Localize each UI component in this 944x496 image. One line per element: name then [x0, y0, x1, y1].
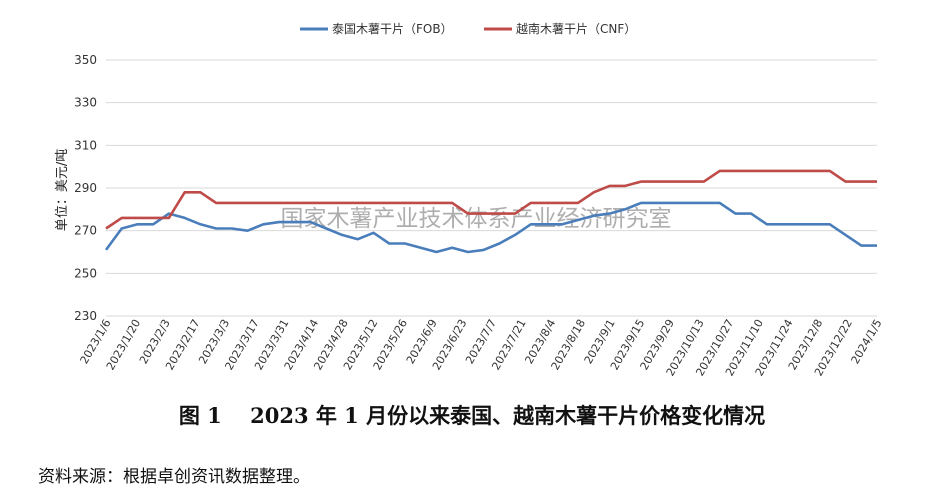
- y-tick-label: 350: [74, 53, 97, 67]
- y-tick-label: 290: [74, 181, 97, 195]
- series-line-thailand: [104, 201, 877, 254]
- y-axis-ticks: 230 250 270 290 310 330 350: [74, 53, 97, 323]
- legend-label: 泰国木薯干片（FOB）: [332, 22, 453, 36]
- x-axis-ticks: 2023/1/62023/1/202023/2/32023/2/172023/3…: [78, 317, 885, 378]
- series-line-vietnam: [105, 169, 877, 230]
- y-tick-label: 330: [74, 96, 97, 110]
- legend-label: 越南木薯干片（CNF）: [516, 21, 636, 36]
- figure-caption: 图 1 2023 年 1 月份以来泰国、越南木薯干片价格变化情况: [178, 403, 766, 428]
- y-axis-label: 单位：美元/吨: [55, 149, 70, 231]
- source-note: 资料来源：根据卓创资讯数据整理。: [38, 467, 310, 487]
- series-lines: [104, 169, 877, 254]
- y-tick-label: 230: [74, 309, 97, 323]
- watermark: 国家木薯产业技术体系产业经济研究室: [281, 206, 672, 232]
- legend: 泰国木薯干片（FOB） 越南木薯干片（CNF）: [300, 21, 636, 36]
- y-tick-label: 310: [74, 138, 97, 152]
- y-tick-label: 270: [74, 224, 97, 238]
- gridlines: [106, 59, 877, 317]
- price-line-chart: 230 250 270 290 310 330 350 单位：美元/吨 国家木薯产业技术体系…: [55, 21, 885, 378]
- y-tick-label: 250: [74, 266, 97, 280]
